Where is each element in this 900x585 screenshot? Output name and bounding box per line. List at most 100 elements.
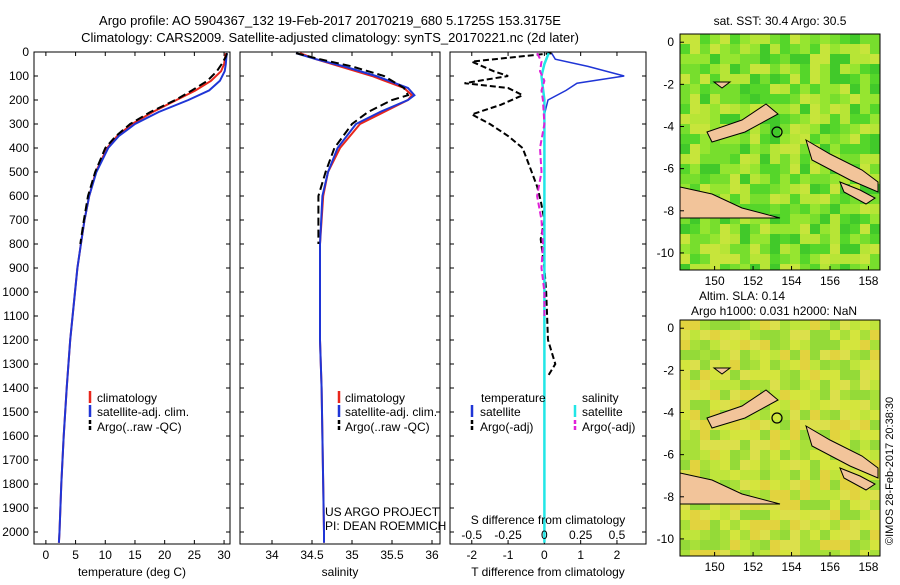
series-line-satellite-adj-clim- [57, 53, 228, 543]
depth-tick-label: 2000 [2, 525, 29, 539]
map-x-tick-label: 152 [743, 274, 763, 288]
depth-tick-label: 1700 [2, 453, 29, 467]
map-x-tick-label: 154 [782, 274, 802, 288]
difference-legend: temperature salinity satellite Argo(-adj… [470, 391, 635, 434]
map-frame [679, 319, 881, 557]
depth-tick-label: 700 [9, 213, 29, 227]
map-x-tick-label: 154 [782, 560, 802, 574]
map-x-tick-label: 150 [705, 560, 725, 574]
land-mass [805, 138, 879, 193]
x-tick-label: 2 [614, 548, 621, 562]
map-frame [679, 33, 881, 271]
legend-title-salinity: salinity [582, 391, 619, 405]
difference-plot: -2 -1 0 1 2 -0.5 -0.25 0 0.25 0.5 [461, 52, 626, 562]
depth-tick-label: 200 [9, 93, 29, 107]
series-line-t-satellite [543, 52, 625, 532]
series-line-climatology [299, 52, 414, 543]
temperature-xlabel: temperature (deg C) [78, 565, 186, 579]
x-tick-label: 25 [188, 548, 202, 562]
x-tick-label: 35.5 [380, 548, 404, 562]
sst-map: 150 152 154 156 158 0 -2 -4 -6 -8 -10 [657, 33, 881, 288]
depth-tick-label: 1500 [2, 405, 29, 419]
legend-label: Argo(-adj) [480, 420, 533, 434]
bottom-map-title-1: Altim. SLA: 0.14 [699, 289, 785, 303]
x-tick-label: 34.5 [300, 548, 324, 562]
bottom-map-title-2: Argo h1000: 0.031 h2000: NaN [691, 304, 857, 318]
map-x-tick-label: 158 [858, 274, 878, 288]
map-y-tick-label: -4 [663, 406, 674, 420]
temperature-panel [33, 51, 231, 545]
series-line-argo-raw-qc- [295, 52, 410, 244]
legend-title-temperature: temperature [481, 391, 546, 405]
salinity-plot: 34 34.5 35 35.5 36 [265, 52, 439, 562]
depth-tick-label: 1800 [2, 477, 29, 491]
difference-panel [449, 51, 647, 545]
sla-map: 150 152 154 156 158 0 -2 -4 -6 -8 -10 [657, 319, 881, 574]
map-y-tick-label: -2 [663, 77, 674, 91]
legend-label: satellite [582, 405, 623, 419]
temperature-plot: 0 5 10 15 20 25 30 [43, 52, 231, 562]
x-tick-label: 15 [128, 548, 142, 562]
legend-label: climatology [345, 391, 405, 405]
legend-label: Argo(..raw -QC) [345, 420, 430, 434]
x-tick-label: -2 [466, 548, 477, 562]
salinity-panel [239, 51, 441, 545]
x-tick-label: 30 [217, 548, 231, 562]
depth-tick-label: 400 [9, 141, 29, 155]
s-tick-label: -0.5 [461, 528, 482, 542]
land-mass [706, 103, 779, 143]
s-tick-label: 0 [541, 528, 548, 542]
series-line-argo-raw-qc- [79, 52, 228, 245]
depth-axis: 0 100 200 300 400 500 600 700 800 900 1000 1100 1200… [2, 45, 646, 539]
legend-label: satellite-adj. clim. [97, 405, 189, 419]
x-tick-label: 34 [265, 548, 279, 562]
land-mass [706, 389, 779, 429]
salinity-legend: climatology satellite-adj. clim. Argo(..… [337, 391, 437, 434]
top-map-title: sat. SST: 30.4 Argo: 30.5 [714, 14, 847, 28]
map-y-tick-label: -6 [663, 448, 674, 462]
series-line-satellite-adj-clim- [295, 52, 416, 543]
map-y-tick-label: -8 [663, 490, 674, 504]
land-mass [680, 472, 781, 505]
project-label: US ARGO PROJECT [325, 505, 440, 519]
depth-tick-label: 1300 [2, 357, 29, 371]
map-y-tick-label: 0 [667, 35, 674, 49]
map-x-tick-label: 150 [705, 274, 725, 288]
land-mass [680, 186, 781, 219]
map-y-tick-label: -4 [663, 120, 674, 134]
x-tick-label: 10 [99, 548, 113, 562]
depth-tick-label: 1100 [3, 309, 29, 323]
legend-label: Argo(-adj) [582, 420, 635, 434]
x-tick-label: -1 [503, 548, 514, 562]
difference-xlabel-top: S difference from climatology [471, 513, 626, 527]
temperature-legend: climatology satellite-adj. clim. Argo(..… [88, 391, 189, 434]
imos-watermark: ©IMOS 28-Feb-2017 20:38:30 [884, 397, 896, 545]
series-line-s-satellite [540, 52, 550, 543]
legend-label: climatology [97, 391, 157, 405]
map-x-tick-label: 156 [820, 274, 840, 288]
salinity-xlabel: salinity [322, 565, 359, 579]
x-tick-label: 0 [541, 548, 548, 562]
map-y-tick-label: 0 [667, 321, 674, 335]
series-line-s-argo-adj- [536, 52, 546, 316]
depth-tick-label: 1900 [2, 501, 29, 515]
land-mass [839, 467, 876, 491]
depth-tick-label: 0 [22, 45, 29, 59]
map-y-tick-label: -8 [663, 204, 674, 218]
series-line-climatology [57, 53, 227, 543]
land-mass [712, 81, 732, 89]
title-line-1: Argo profile: AO 5904367_132 19-Feb-2017… [99, 13, 561, 28]
land-mass [839, 181, 876, 205]
x-tick-label: 0 [43, 548, 50, 562]
argo-location-marker [771, 126, 783, 138]
s-tick-label: 0.5 [609, 528, 626, 542]
depth-tick-label: 1200 [2, 333, 29, 347]
map-y-tick-label: -10 [657, 246, 675, 260]
map-x-tick-label: 152 [743, 560, 763, 574]
legend-label: satellite [480, 405, 521, 419]
series-line-t-argo-adj- [464, 52, 557, 377]
map-y-tick-label: -6 [663, 162, 674, 176]
depth-tick-label: 300 [9, 117, 29, 131]
argo-location-marker [771, 412, 783, 424]
